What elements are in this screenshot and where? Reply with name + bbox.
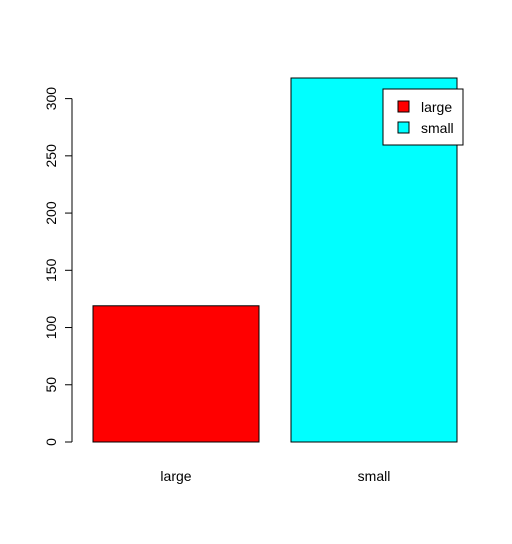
- x-category-label-small: small: [358, 468, 391, 484]
- legend-swatch-large: [397, 100, 410, 113]
- bar-large: [92, 305, 260, 443]
- y-tick-label: 250: [43, 144, 59, 168]
- y-tick-label: 300: [43, 87, 59, 111]
- x-category-label-large: large: [160, 468, 191, 484]
- legend-box: [382, 88, 464, 146]
- y-tick-label: 150: [43, 258, 59, 282]
- y-axis: 0 50 100 150 200 250 300: [43, 87, 73, 446]
- x-axis-labels: large small: [160, 468, 390, 484]
- legend-label-large: large: [421, 99, 452, 115]
- legend: large small: [382, 88, 464, 146]
- y-tick-label: 50: [43, 377, 59, 393]
- legend-swatch-small: [397, 121, 410, 134]
- legend-label-small: small: [421, 120, 454, 136]
- y-tick-label: 200: [43, 201, 59, 225]
- y-tick-label: 100: [43, 316, 59, 340]
- y-tick-label: 0: [43, 438, 59, 446]
